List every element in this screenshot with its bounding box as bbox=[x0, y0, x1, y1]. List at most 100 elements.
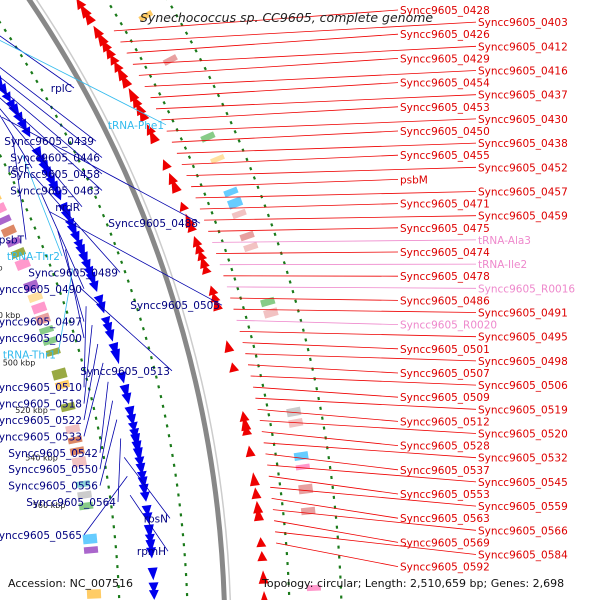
reverse-gene-19 bbox=[120, 73, 133, 89]
left-gene-label: Syncc9605_0463 bbox=[10, 185, 100, 197]
right-gene-label: Syncc9605_0519 bbox=[478, 404, 568, 416]
gene-labels: 360 kbp380 kbp400 kbp420 kbp440 kbp460 k… bbox=[0, 5, 575, 574]
cog-block-47 bbox=[78, 501, 94, 511]
right-gene-label: Syncc9605_0430 bbox=[478, 114, 568, 126]
forward-gene-51 bbox=[70, 230, 80, 244]
right-connector bbox=[267, 464, 477, 483]
right-gene-label: Syncc9605_0498 bbox=[478, 356, 568, 368]
reverse-gene-11 bbox=[101, 40, 112, 53]
right-gene-label: Syncc9605_0403 bbox=[478, 17, 568, 29]
forward-gene-99 bbox=[141, 504, 152, 517]
right-connector bbox=[195, 191, 477, 199]
right-connector bbox=[247, 364, 399, 374]
right-connector bbox=[274, 520, 399, 543]
reverse-gene-109 bbox=[258, 570, 269, 584]
left-connector bbox=[83, 306, 87, 388]
forward-gene-111 bbox=[148, 589, 159, 600]
right-connector bbox=[239, 331, 477, 338]
right-connector bbox=[261, 431, 399, 446]
right-gene-label: Syncc9605_0455 bbox=[400, 150, 490, 162]
left-connector bbox=[0, 108, 83, 208]
right-connector bbox=[120, 21, 477, 43]
left-connector bbox=[49, 211, 223, 306]
right-connector bbox=[204, 215, 477, 221]
kbp-tick-label: 560 kbp bbox=[33, 501, 66, 510]
reverse-gene-5 bbox=[84, 11, 96, 26]
right-connector bbox=[275, 531, 477, 555]
left-connector bbox=[83, 343, 99, 421]
forward-gene-92 bbox=[136, 470, 147, 481]
forward-gene-106 bbox=[146, 547, 156, 559]
cog-block-22 bbox=[10, 247, 27, 260]
forward-gene-76 bbox=[116, 371, 127, 384]
right-connector bbox=[271, 498, 399, 519]
left-connector bbox=[0, 87, 103, 175]
cog-block-46 bbox=[77, 490, 93, 500]
left-connector bbox=[65, 249, 85, 339]
right-gene-label: Syncc9605_R0020 bbox=[400, 320, 497, 332]
right-gene-label: Syncc9605_0474 bbox=[400, 247, 490, 259]
right-gene-label: Syncc9605_0426 bbox=[400, 29, 490, 41]
left-gene-label: Syncc9605_0522 bbox=[0, 415, 82, 427]
left-connector bbox=[0, 76, 103, 158]
forward-gene-102 bbox=[143, 524, 154, 540]
kbp-tick-label: 500 kbp bbox=[3, 359, 36, 368]
left-gene-label: Syncc9605_0497 bbox=[0, 317, 82, 329]
left-gene-label: psbT bbox=[0, 235, 25, 247]
forward-gene-108 bbox=[147, 567, 158, 581]
cog-block-25 bbox=[27, 290, 44, 304]
left-connector bbox=[123, 457, 171, 519]
right-gene-label: Syncc9605_0501 bbox=[400, 344, 490, 356]
left-connector bbox=[0, 66, 97, 142]
right-gene-label: Syncc9605_0566 bbox=[478, 525, 568, 537]
cog-block-1 bbox=[138, 10, 154, 22]
cog-block-16 bbox=[231, 208, 247, 220]
right-connector bbox=[216, 251, 399, 254]
reverse-gene-39 bbox=[168, 172, 178, 186]
left-gene-label: tRNA-Phe1 bbox=[108, 120, 164, 132]
reverse-gene-56 bbox=[197, 250, 208, 262]
kbp-tick-label: 520 kbp bbox=[15, 406, 48, 415]
cog-block-15 bbox=[0, 202, 8, 216]
reverse-gene-31 bbox=[146, 124, 156, 136]
reverse-gene-14 bbox=[110, 54, 120, 66]
left-gene-label: rpsN bbox=[144, 513, 168, 525]
right-gene-label: Syncc9605_0520 bbox=[478, 429, 568, 441]
cog-block-18 bbox=[0, 224, 17, 238]
forward-gene-32 bbox=[21, 126, 31, 138]
cog-block-30 bbox=[38, 325, 55, 335]
reverse-gene-100 bbox=[254, 507, 264, 522]
left-connector bbox=[79, 287, 173, 372]
right-connector bbox=[250, 375, 477, 386]
right-connector bbox=[219, 263, 477, 266]
cog-block-41 bbox=[293, 451, 309, 461]
reverse-gene-26 bbox=[135, 102, 147, 117]
right-connector bbox=[270, 486, 477, 507]
left-gene-label: nrdR bbox=[55, 202, 80, 214]
right-gene-label: Syncc9605_0437 bbox=[478, 90, 568, 102]
right-connector bbox=[150, 82, 399, 99]
right-gene-label: Syncc9605_0429 bbox=[400, 53, 490, 65]
genome-backbone bbox=[26, 0, 227, 600]
left-gene-label: Syncc9605_0550 bbox=[8, 464, 98, 476]
right-connector bbox=[155, 94, 477, 110]
cog-block-24 bbox=[23, 279, 40, 293]
reverse-gene-8 bbox=[93, 25, 104, 39]
cog-block-44 bbox=[75, 479, 91, 489]
cog-block-35 bbox=[60, 401, 76, 413]
forward-gene-78 bbox=[121, 392, 132, 405]
reverse-gene-98 bbox=[253, 500, 264, 514]
left-gene-label: Syncc9605_0565 bbox=[0, 530, 82, 542]
forward-gene-23 bbox=[1, 91, 11, 103]
right-gene-label: Syncc9605_0491 bbox=[478, 308, 568, 320]
right-gene-label: Syncc9605_0428 bbox=[400, 5, 490, 17]
left-gene-label: Syncc9605_0564 bbox=[26, 497, 116, 509]
left-connector bbox=[99, 419, 118, 486]
cog-block-17 bbox=[0, 214, 12, 226]
left-gene-label: Syncc9605_0542 bbox=[8, 448, 98, 460]
left-connector bbox=[83, 476, 128, 536]
right-gene-label: Syncc9605_0454 bbox=[400, 78, 490, 90]
reverse-gene-49 bbox=[187, 222, 197, 233]
right-connector bbox=[242, 342, 399, 350]
